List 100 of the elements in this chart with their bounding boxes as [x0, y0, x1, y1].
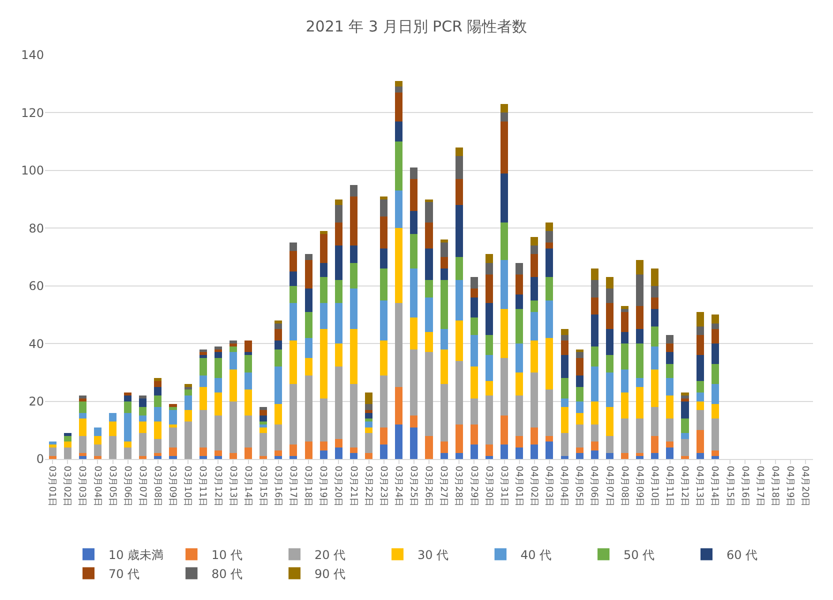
- bar: [546, 338, 554, 390]
- bar: [440, 240, 448, 243]
- bar: [425, 352, 433, 436]
- bar: [500, 308, 508, 358]
- bar: [576, 358, 584, 376]
- bar: [48, 447, 56, 456]
- bar: [666, 418, 674, 442]
- bar: [410, 349, 418, 416]
- bar: [590, 424, 598, 442]
- bar: [440, 453, 448, 459]
- bar: [440, 257, 448, 269]
- bar: [470, 366, 478, 398]
- bar: [546, 390, 554, 436]
- bar: [229, 346, 237, 352]
- bar: [229, 453, 237, 459]
- bar: [320, 450, 328, 459]
- bar: [395, 86, 403, 93]
- bar: [636, 306, 644, 330]
- bar: [320, 234, 328, 263]
- bar: [636, 344, 644, 378]
- bar: [651, 286, 659, 298]
- x-tick-label: 04月02日: [528, 466, 538, 507]
- bar: [154, 381, 162, 387]
- x-tick-label: 03月19日: [318, 466, 328, 507]
- bar: [530, 300, 538, 312]
- bar: [410, 234, 418, 269]
- bar: [651, 268, 659, 286]
- bar: [455, 179, 463, 206]
- bar: [485, 303, 493, 335]
- bar: [636, 418, 644, 454]
- x-tick-label: 04月04日: [558, 466, 569, 507]
- bar: [606, 329, 614, 356]
- x-tick-label: 03月08日: [152, 466, 162, 507]
- x-tick-label: 03月16日: [272, 466, 282, 507]
- bar: [666, 364, 674, 378]
- x-tick-label: 03月20日: [332, 466, 343, 507]
- bar: [78, 453, 86, 456]
- bar: [560, 433, 568, 456]
- bar: [334, 280, 342, 304]
- bar: [516, 308, 524, 344]
- bar: [260, 456, 268, 459]
- bar: [470, 297, 478, 318]
- bar: [274, 456, 282, 459]
- bar: [410, 416, 418, 428]
- bar: [546, 231, 554, 243]
- bar: [560, 355, 568, 378]
- bar: [500, 416, 508, 445]
- bar: [350, 384, 358, 448]
- bar: [516, 344, 524, 372]
- bar: [696, 401, 704, 410]
- bar: [530, 340, 538, 372]
- x-tick-label: 04月06日: [588, 466, 599, 507]
- bar: [169, 407, 177, 410]
- bar: [455, 257, 463, 280]
- bar: [78, 412, 86, 419]
- bar: [425, 280, 433, 298]
- bar: [485, 262, 493, 274]
- x-tick-label: 03月17日: [288, 466, 298, 507]
- bar: [139, 456, 147, 459]
- bar: [304, 338, 312, 358]
- bar: [334, 344, 342, 367]
- bar: [94, 456, 102, 459]
- bar: [455, 156, 463, 180]
- bar: [154, 396, 162, 408]
- bar: [560, 378, 568, 398]
- bar: [229, 370, 237, 402]
- bar: [560, 329, 568, 335]
- bar: [621, 392, 629, 419]
- bar: [681, 396, 689, 398]
- chart-title: 2021 年 3 月日別 PCR 陽性者数: [306, 18, 528, 36]
- x-tick-label: 03月02日: [62, 466, 72, 507]
- bar: [485, 355, 493, 382]
- bar: [636, 386, 644, 419]
- bar: [380, 216, 388, 248]
- bar: [606, 355, 614, 372]
- bar: [651, 326, 659, 346]
- bar: [516, 274, 524, 295]
- bar: [395, 121, 403, 142]
- bar: [485, 254, 493, 263]
- y-tick-label: 120: [21, 106, 44, 120]
- bar: [290, 384, 298, 445]
- bar: [350, 245, 358, 263]
- bar: [109, 412, 117, 422]
- bar: [666, 334, 674, 344]
- bar: [590, 268, 598, 280]
- bar: [516, 396, 524, 436]
- bar: [320, 398, 328, 442]
- bar: [711, 329, 719, 344]
- bar: [440, 384, 448, 442]
- bar: [516, 294, 524, 309]
- bar: [395, 80, 403, 87]
- bar: [711, 314, 719, 324]
- x-tick-label: 03月24日: [392, 466, 403, 507]
- bar: [606, 372, 614, 408]
- bar: [485, 396, 493, 445]
- bar: [380, 199, 388, 217]
- bar: [516, 447, 524, 459]
- x-tick-label: 03月29日: [468, 466, 478, 507]
- bar: [395, 190, 403, 228]
- x-tick-label: 04月14日: [709, 466, 720, 507]
